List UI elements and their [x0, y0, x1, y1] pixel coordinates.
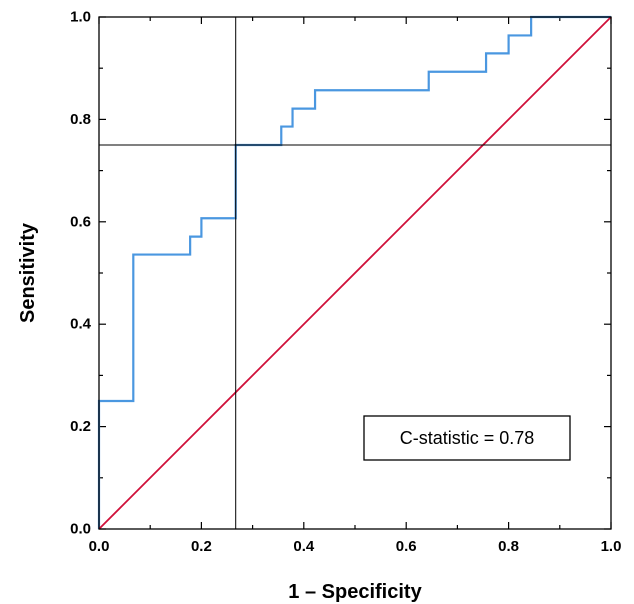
annotation-box: C-statistic = 0.78: [363, 415, 571, 461]
y-tick-label: 0.4: [70, 316, 92, 333]
x-tick-label: 0.4: [293, 538, 315, 555]
x-axis-tick-labels: 0.0 0.2 0.4 0.6 0.8 1.0: [89, 538, 622, 555]
reference-diagonal-line: [98, 16, 612, 530]
y-axis-title: Sensitivity: [17, 222, 39, 323]
x-tick-label: 0.0: [89, 538, 110, 555]
y-tick-label: 0.8: [70, 111, 91, 128]
roc-curve: [97, 15, 611, 529]
y-tick-label: 1.0: [70, 9, 91, 26]
cutoff-layer: [99, 17, 611, 529]
y-tick-label: 0.0: [70, 521, 91, 538]
x-tick-label: 1.0: [601, 538, 622, 555]
annotation-box-frame: [363, 415, 571, 461]
series-layer: [97, 15, 612, 530]
c-statistic-label: C-statistic = 0.78: [400, 428, 535, 448]
y-tick-label: 0.6: [70, 213, 91, 230]
y-tick-label: 0.2: [70, 418, 91, 435]
x-tick-label: 0.8: [498, 538, 519, 555]
y-axis-tick-labels: 0.0 0.2 0.4 0.6 0.8 1.0: [70, 9, 92, 538]
x-tick-label: 0.6: [396, 538, 417, 555]
plot-frame: [98, 16, 612, 530]
x-tick-label: 0.2: [191, 538, 212, 555]
x-axis-title: 1 – Specificity: [288, 581, 422, 603]
